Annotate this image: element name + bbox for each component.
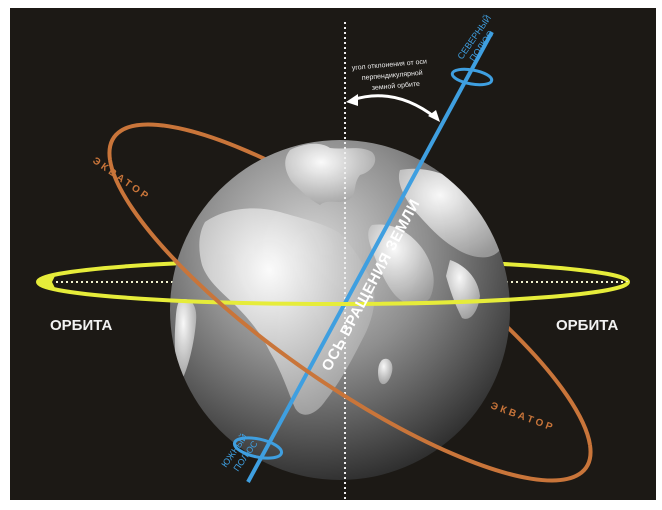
tilt-arrow-head-left-icon <box>346 94 358 106</box>
tilt-arrow-head-right-icon <box>428 110 440 122</box>
tilt-arrow-icon <box>351 94 437 120</box>
rotation-axis-line <box>246 31 494 483</box>
north-pole-spin-icon <box>450 67 494 87</box>
orbit-ellipse-front <box>36 281 630 306</box>
orbit-label-right: ОРБИТА <box>556 317 618 334</box>
orbit-arrow-left-icon <box>36 274 56 290</box>
south-pole-spin-icon <box>232 436 284 460</box>
equator-ellipse-front <box>108 159 593 483</box>
orbit-label-left: ОРБИТА <box>50 317 112 334</box>
